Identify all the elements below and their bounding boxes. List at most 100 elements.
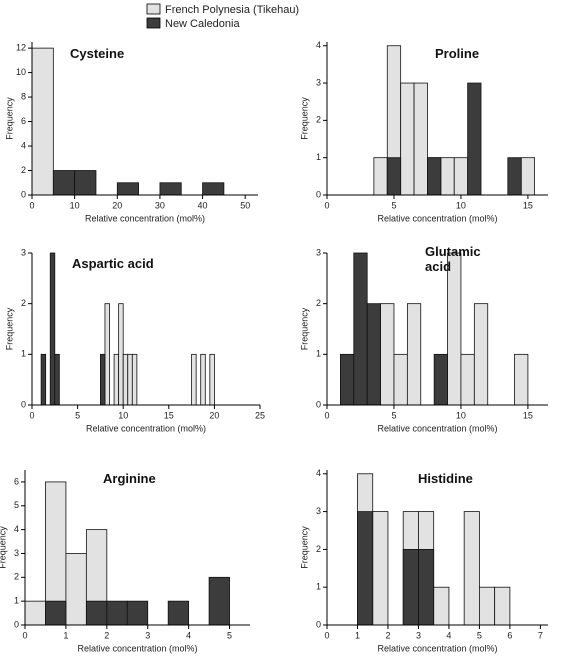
- bar: [40, 353, 47, 406]
- chart-title: Glutamic acid: [425, 244, 481, 274]
- chart-title: Cysteine: [70, 46, 125, 61]
- y-tick-label: 1: [14, 596, 19, 606]
- y-tick-label: 3: [316, 77, 321, 87]
- chart-title: Arginine: [103, 471, 156, 486]
- bar: [507, 157, 522, 196]
- x-tick-label: 0: [22, 630, 27, 640]
- x-tick-label: 5: [391, 200, 396, 210]
- bar: [386, 157, 402, 196]
- x-tick-label: 15: [523, 410, 533, 420]
- bar: [393, 353, 408, 406]
- x-tick-label: 2: [104, 630, 109, 640]
- x-axis-label: Relative concentration (mol%): [86, 423, 206, 433]
- x-tick-label: 0: [324, 410, 329, 420]
- y-tick-label: 1: [316, 582, 321, 592]
- bar: [494, 586, 511, 626]
- bar: [52, 170, 76, 196]
- x-tick-label: 15: [523, 200, 533, 210]
- x-tick-label: 7: [538, 630, 543, 640]
- bar: [113, 353, 120, 406]
- y-tick-label: 2: [21, 298, 26, 308]
- bar: [402, 548, 419, 626]
- x-tick-label: 0: [324, 200, 329, 210]
- x-tick-label: 30: [155, 200, 165, 210]
- x-tick-label: 10: [456, 200, 466, 210]
- x-tick-label: 6: [507, 630, 512, 640]
- bar: [159, 182, 182, 196]
- y-tick-label: 6: [14, 476, 19, 486]
- bar: [467, 82, 482, 196]
- x-tick-label: 10: [70, 200, 80, 210]
- panel: 0 2 4 6 8 10 12 0 10 20 30 40 50 Relative concentrati…: [4, 42, 258, 223]
- bar: [104, 303, 110, 406]
- x-axis-label: Relative concentration (mol%): [77, 643, 197, 653]
- x-tick-label: 40: [198, 200, 208, 210]
- bar: [380, 303, 395, 406]
- bar: [85, 600, 108, 626]
- x-tick-label: 20: [112, 200, 122, 210]
- bar: [453, 157, 469, 196]
- y-tick-label: 1: [21, 349, 26, 359]
- bar: [433, 586, 450, 626]
- x-tick-label: 0: [29, 200, 34, 210]
- x-tick-label: 2: [385, 630, 390, 640]
- bar: [45, 600, 67, 626]
- y-tick-label: 2: [316, 544, 321, 554]
- bar: [473, 303, 489, 406]
- chart-title-box: Cysteine: [70, 46, 125, 61]
- bar: [373, 157, 388, 196]
- y-tick-label: 5: [14, 500, 19, 510]
- panel: 0 1 2 3 0 5 10 15 20 25 Relative concentration (mo…: [4, 247, 265, 433]
- x-tick-label: 4: [446, 630, 451, 640]
- y-tick-label: 0: [21, 189, 26, 199]
- bar: [372, 511, 389, 626]
- x-tick-label: 20: [209, 410, 219, 420]
- x-tick-label: 10: [456, 410, 466, 420]
- y-tick-label: 6: [21, 116, 26, 126]
- y-tick-label: 0: [316, 619, 321, 629]
- y-axis-label: Frequency: [299, 307, 309, 350]
- x-tick-label: 4: [186, 630, 191, 640]
- chart-title-box: Proline: [435, 46, 479, 61]
- bar: [366, 303, 381, 406]
- panel: 0 1 2 3 4 5 6 0 1 2 3 4 5 Relative concentration (mol…: [0, 470, 250, 653]
- panel: 0 1 2 3 4 0 5 10 15 Relative concentration (mol%)…: [299, 40, 548, 223]
- y-tick-label: 2: [14, 572, 19, 582]
- y-axis-label: Frequency: [4, 97, 14, 140]
- legend-swatch: [146, 3, 161, 15]
- x-tick-label: 0: [324, 630, 329, 640]
- bar: [200, 353, 206, 406]
- y-tick-label: 3: [14, 548, 19, 558]
- bar: [49, 252, 56, 406]
- bar: [167, 600, 190, 626]
- bar: [24, 600, 46, 626]
- panel: 0 1 2 3 4 0 1 2 3 4 5 6 7 Relative concentration (mol…: [299, 468, 548, 653]
- bar: [131, 353, 138, 406]
- chart-title-box: Aspartic acid: [72, 256, 154, 271]
- x-tick-label: 1: [63, 630, 68, 640]
- y-tick-label: 3: [316, 506, 321, 516]
- bar: [209, 353, 215, 406]
- bar: [65, 553, 87, 626]
- x-tick-label: 15: [164, 410, 174, 420]
- bar: [418, 548, 435, 626]
- y-tick-label: 4: [21, 140, 26, 150]
- x-tick-label: 5: [477, 630, 482, 640]
- y-axis-label: Frequency: [299, 97, 309, 140]
- panel: 0 1 2 3 0 5 10 15 Relative concentration (mol%) F…: [299, 244, 548, 433]
- bar: [514, 353, 529, 406]
- chart-title: Histidine: [418, 471, 473, 486]
- y-tick-label: 4: [316, 40, 321, 50]
- bar: [460, 353, 475, 406]
- x-tick-label: 10: [118, 410, 128, 420]
- y-tick-label: 4: [316, 468, 321, 478]
- y-tick-label: 1: [316, 349, 321, 359]
- x-tick-label: 0: [29, 410, 34, 420]
- x-tick-label: 5: [391, 410, 396, 420]
- y-axis-label: Frequency: [299, 526, 309, 569]
- y-tick-label: 10: [16, 67, 26, 77]
- x-axis-label: Relative concentration (mol%): [377, 213, 497, 223]
- bar: [400, 82, 415, 196]
- bar: [463, 511, 480, 626]
